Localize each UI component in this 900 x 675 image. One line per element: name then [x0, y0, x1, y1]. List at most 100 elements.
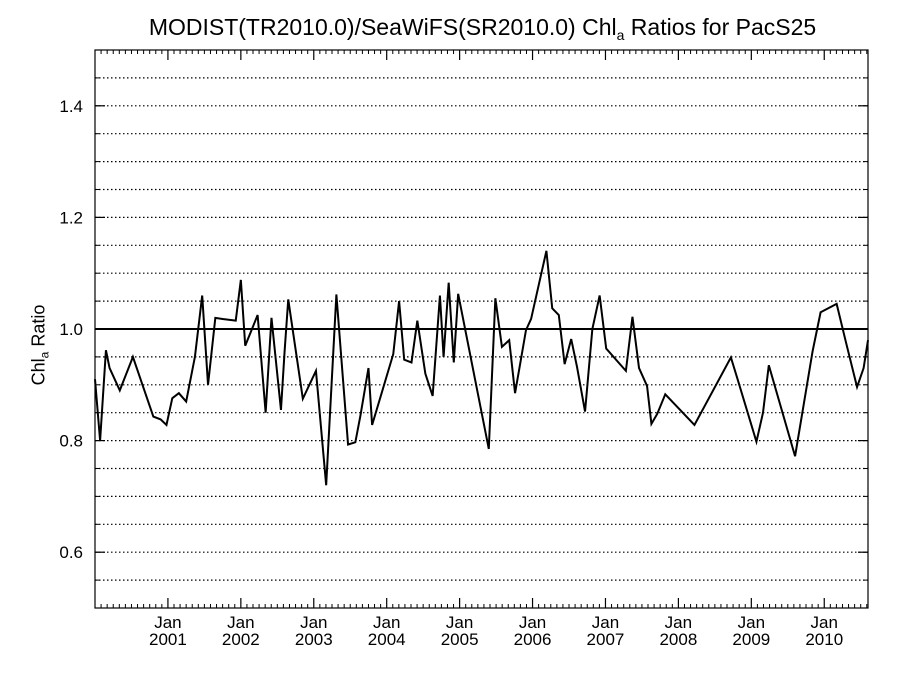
data-point [207, 384, 209, 386]
data-point [284, 350, 286, 352]
x-axis-ticks: Jan2001Jan2002Jan2003Jan2004Jan2005Jan20… [100, 50, 868, 649]
data-point [367, 367, 369, 369]
data-point [105, 349, 107, 351]
data-point [171, 397, 173, 399]
data-point [514, 392, 516, 394]
data-point [160, 418, 162, 420]
data-point [194, 356, 196, 358]
y-tick-label: 1.4 [59, 97, 83, 116]
data-point [457, 293, 459, 295]
x-tick-month-label: Jan [665, 613, 692, 632]
data-point [410, 361, 412, 363]
data-point [244, 345, 246, 347]
data-point [403, 359, 405, 361]
data-point [576, 366, 578, 368]
data-point [235, 320, 237, 322]
data-point [638, 367, 640, 369]
y-tick-label: 1.0 [59, 320, 83, 339]
x-tick-year-label: 2009 [732, 630, 770, 649]
data-point [178, 392, 180, 394]
data-point [315, 370, 317, 372]
x-tick-month-label: Jan [592, 613, 619, 632]
data-point [736, 375, 738, 377]
data-point [270, 317, 272, 319]
data-point [392, 353, 394, 355]
data-point [152, 416, 154, 418]
data-point [762, 412, 764, 414]
data-point [768, 364, 770, 366]
x-tick-year-label: 2005 [441, 630, 479, 649]
data-point [132, 356, 134, 358]
x-tick-month-label: Jan [154, 613, 181, 632]
data-point [545, 250, 547, 252]
chart-title-suffix: Ratios for PacS25 [624, 14, 817, 40]
data-point [656, 413, 658, 415]
x-tick-month-label: Jan [738, 613, 765, 632]
chart-title-text: MODIST(TR2010.0)/SeaWiFS(SR2010.0) Chl [148, 14, 617, 40]
data-point [646, 385, 648, 387]
data-point [240, 279, 242, 281]
x-tick-year-label: 2010 [805, 630, 843, 649]
data-point [432, 395, 434, 397]
x-tick-year-label: 2001 [149, 630, 187, 649]
data-point [280, 409, 282, 411]
data-point [265, 412, 267, 414]
y-tick-label: 0.6 [59, 543, 83, 562]
data-point [836, 303, 838, 305]
data-point [730, 356, 732, 358]
data-point [165, 424, 167, 426]
data-point [302, 398, 304, 400]
chart-title-subscript: a [616, 27, 625, 43]
data-point [558, 314, 560, 316]
data-point [845, 342, 847, 344]
series-line [94, 250, 869, 486]
grid-lines [95, 77, 868, 581]
data-point [424, 373, 426, 375]
data-point [599, 295, 601, 297]
data-point [439, 295, 441, 297]
data-point [693, 424, 695, 426]
data-point [448, 282, 450, 284]
x-tick-month-label: Jan [811, 613, 838, 632]
data-point [820, 311, 822, 313]
data-point [287, 298, 289, 300]
data-point [501, 346, 503, 348]
data-point [812, 350, 814, 352]
data-point [354, 441, 356, 443]
data-point [371, 424, 373, 426]
x-tick-year-label: 2004 [368, 630, 406, 649]
x-tick-year-label: 2007 [587, 630, 625, 649]
x-tick-month-label: Jan [519, 613, 546, 632]
data-point [214, 317, 216, 319]
data-point [416, 320, 418, 322]
data-point [109, 367, 111, 369]
data-point [453, 361, 455, 363]
x-tick-year-label: 2003 [295, 630, 333, 649]
series-group [94, 250, 869, 486]
data-point [398, 300, 400, 302]
y-tick-label: 0.8 [59, 432, 83, 451]
data-point [551, 307, 553, 309]
data-point [755, 441, 757, 443]
data-point [525, 329, 527, 331]
data-point [591, 328, 593, 330]
data-point [564, 363, 566, 365]
chart-title: MODIST(TR2010.0)/SeaWiFS(SR2010.0) Chla … [0, 14, 900, 43]
x-tick-year-label: 2008 [659, 630, 697, 649]
data-point [359, 414, 361, 416]
data-point [201, 295, 203, 297]
data-point [664, 393, 666, 395]
data-point [222, 318, 224, 320]
data-point [257, 314, 259, 316]
data-point [443, 356, 445, 358]
data-point [488, 448, 490, 450]
data-point [185, 401, 187, 403]
data-point [650, 423, 652, 425]
x-tick-month-label: Jan [446, 613, 473, 632]
data-point [856, 386, 858, 388]
y-axis-ticks: 0.6 0.8 1.0 1.2 1.4 [59, 77, 868, 581]
x-tick-month-label: Jan [227, 613, 254, 632]
data-point [863, 367, 865, 369]
data-point [530, 318, 532, 320]
